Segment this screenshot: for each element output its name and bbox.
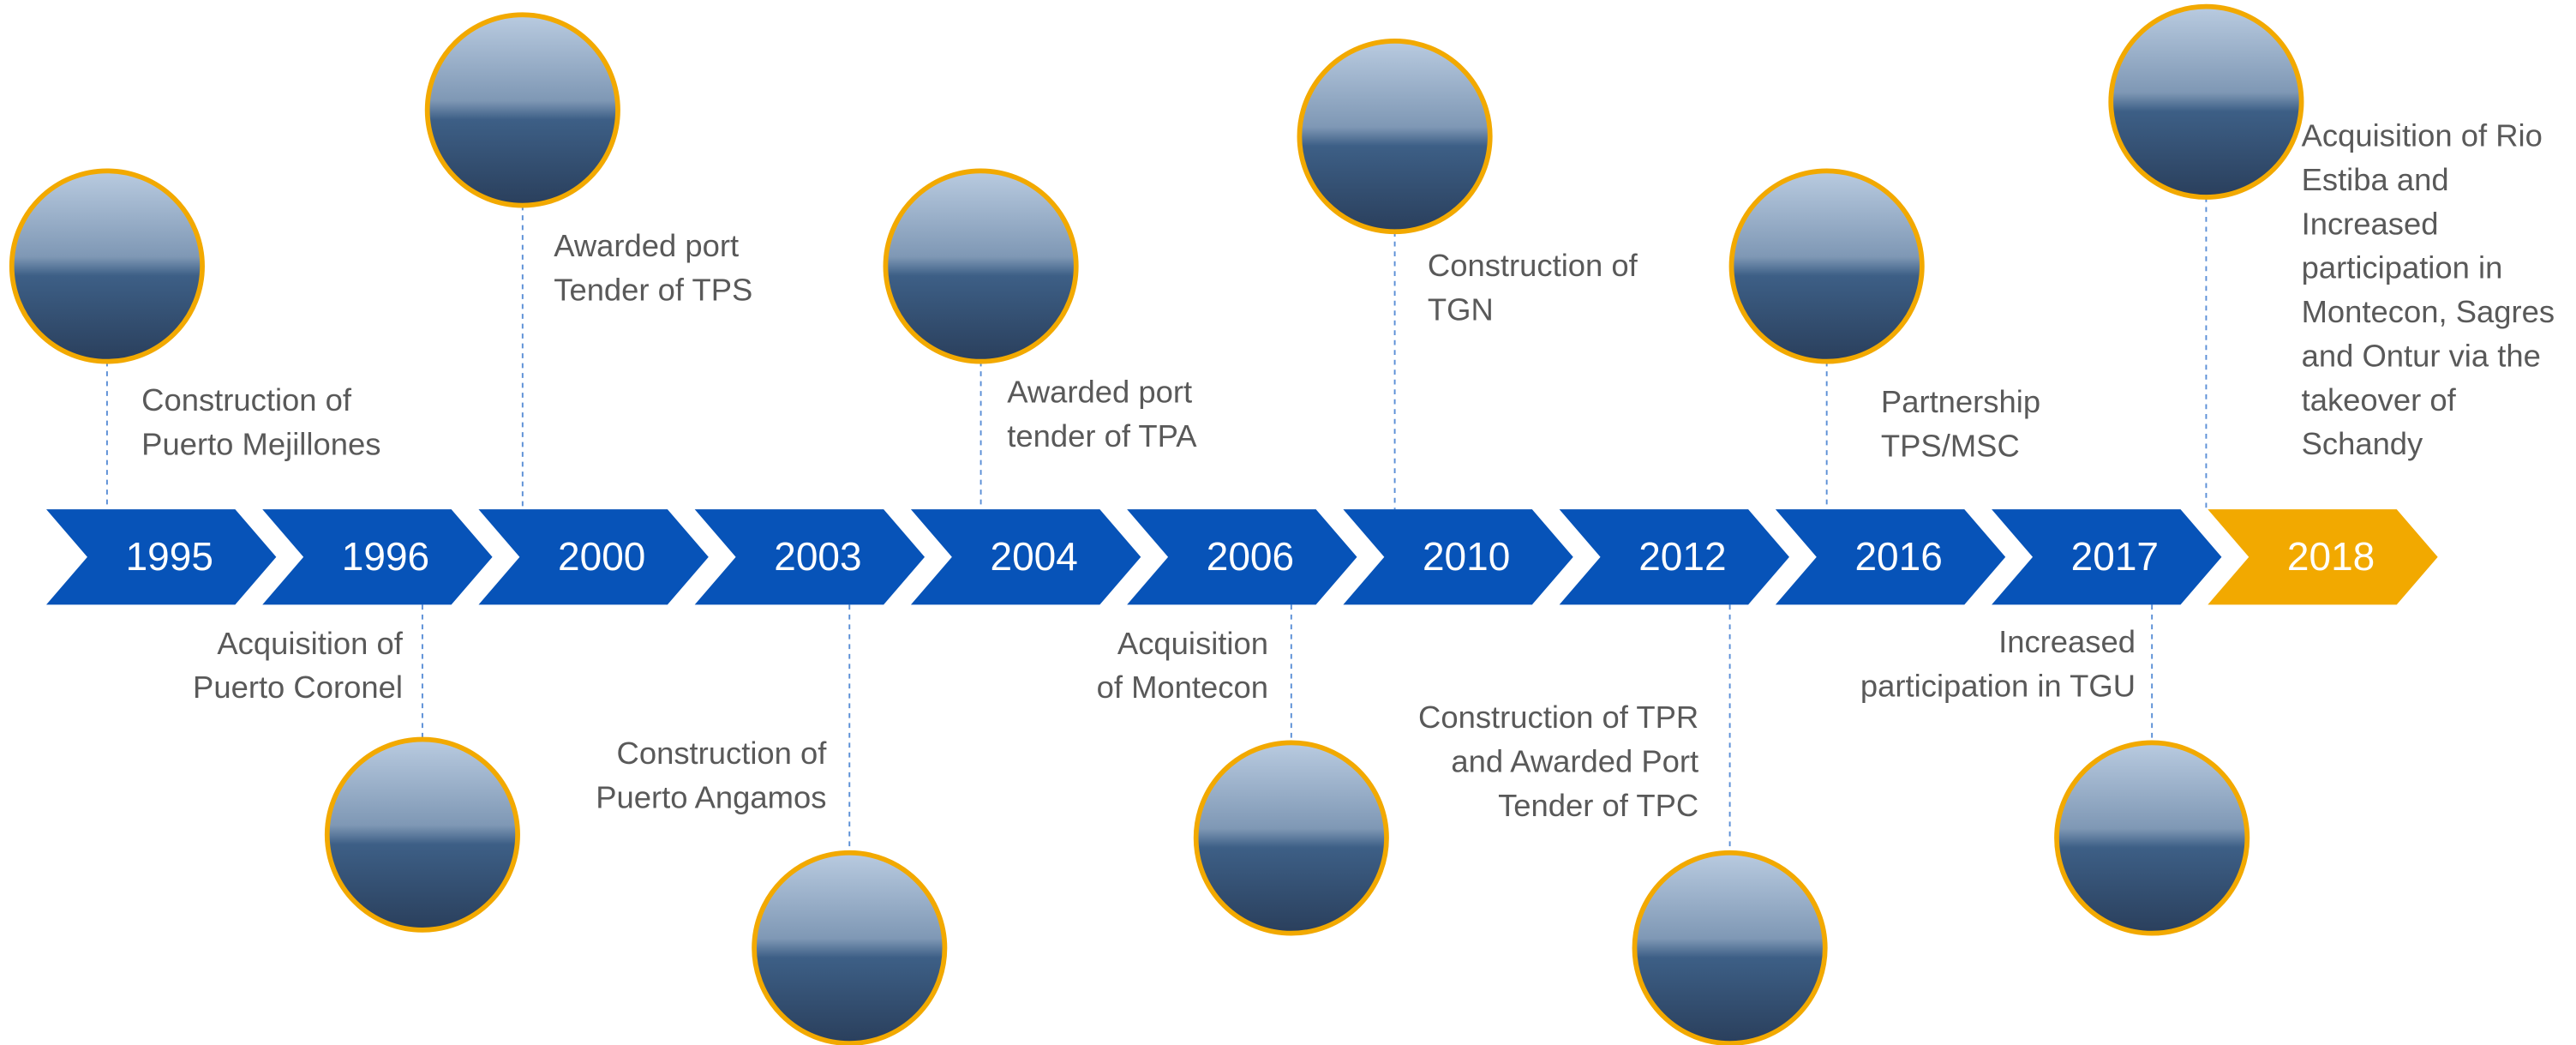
event-photo xyxy=(1196,742,1387,933)
event-photo xyxy=(1299,41,1489,231)
event-photo xyxy=(1634,853,1824,1043)
event-text: Puerto Mejillones xyxy=(141,427,380,462)
event-text: Partnership xyxy=(1881,384,2040,419)
event-text: tender of TPA xyxy=(1007,418,1197,453)
event-text: and Awarded Port xyxy=(1451,743,1698,778)
event-photo xyxy=(428,15,618,205)
event-text: Construction of xyxy=(1428,248,1638,283)
event-text: Awarded port xyxy=(554,228,739,263)
year-label: 2018 xyxy=(2287,534,2375,579)
year-label: 1996 xyxy=(342,534,429,579)
year-label: 2010 xyxy=(1423,534,1510,579)
event-text: takeover of xyxy=(2302,382,2457,417)
event-text: Construction of TPR xyxy=(1418,700,1698,735)
year-label: 1995 xyxy=(126,534,213,579)
event-text: of Montecon xyxy=(1097,670,1268,705)
event-text: Tender of TPS xyxy=(554,272,752,307)
event-text: Montecon, Sagres xyxy=(2302,294,2555,329)
event-text: Awarded port xyxy=(1007,375,1192,410)
event-text: Tender of TPC xyxy=(1498,788,1698,823)
event-text: participation in TGU xyxy=(1860,668,2136,703)
event-text: Acquisition of Rio xyxy=(2302,118,2543,153)
event-photo xyxy=(2057,742,2247,933)
timeline: 1995 Construction of Puerto Mejillones 1996… xyxy=(0,0,2576,1045)
event-text: Construction of xyxy=(617,736,828,771)
page: 1995 Construction of Puerto Mejillones 1996… xyxy=(0,0,2576,1045)
year-label: 2006 xyxy=(1207,534,1294,579)
event-text: Acquisition xyxy=(1117,626,1268,661)
year-label: 2000 xyxy=(558,534,645,579)
event-text: Acquisition of xyxy=(217,626,403,661)
event-photo xyxy=(754,853,944,1043)
year-label: 2012 xyxy=(1638,534,1726,579)
event-text: participation in xyxy=(2302,250,2503,285)
event-text: Estiba and xyxy=(2302,162,2449,197)
event-text: Increased xyxy=(1998,624,2136,659)
event-text: Schandy xyxy=(2302,426,2423,461)
event-text: TGN xyxy=(1428,291,1494,327)
event-photo xyxy=(12,171,202,361)
year-label: 2016 xyxy=(1854,534,1942,579)
event-text: Construction of xyxy=(141,382,352,417)
year-label: 2017 xyxy=(2071,534,2159,579)
year-label: 2004 xyxy=(991,534,1078,579)
event-text: and Ontur via the xyxy=(2302,338,2541,373)
event-text: Puerto Coronel xyxy=(193,670,403,705)
year-label: 2003 xyxy=(774,534,861,579)
event-text: Increased xyxy=(2302,206,2439,241)
event-text: Puerto Angamos xyxy=(596,780,826,815)
event-text: TPS/MSC xyxy=(1881,428,2020,463)
event-photo xyxy=(1732,171,1922,361)
event-photo xyxy=(327,740,518,930)
event-photo xyxy=(2111,7,2301,197)
event-photo xyxy=(885,171,1075,361)
